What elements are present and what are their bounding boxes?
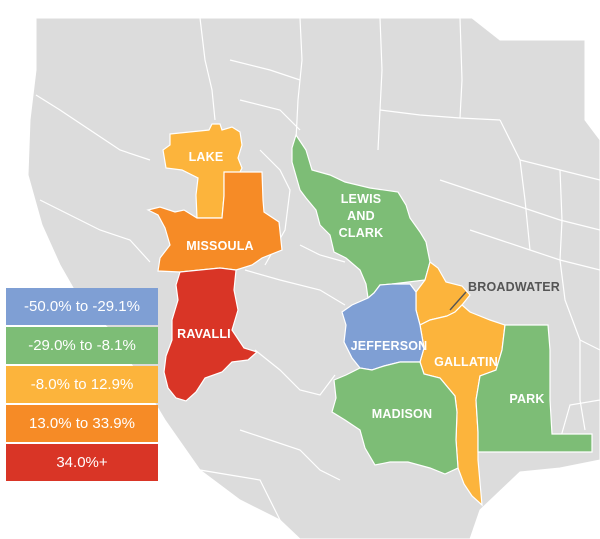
legend: -50.0% to -29.1% -29.0% to -8.1% -8.0% t… [6,288,158,483]
label-lake: LAKE [189,150,224,164]
label-jefferson: JEFFERSON [351,339,428,353]
label-missoula: MISSOULA [186,239,254,253]
label-clark: CLARK [339,226,384,240]
legend-item-4: 13.0% to 33.9% [6,405,158,442]
county-missoula [146,171,283,273]
legend-item-3: -8.0% to 12.9% [6,366,158,403]
legend-item-1: -50.0% to -29.1% [6,288,158,325]
label-lewis: LEWIS [341,192,382,206]
county-park [475,324,593,453]
label-madison: MADISON [372,407,432,421]
label-broadwater: BROADWATER [468,280,560,294]
label-park: PARK [509,392,544,406]
county-madison [331,361,459,475]
label-and: AND [347,209,375,223]
broadwater-callout-line [449,291,467,311]
grey-county-lines [35,17,600,521]
county-ravalli [163,267,259,402]
legend-item-5: 34.0%+ [6,444,158,481]
label-ravalli: RAVALLI [177,327,231,341]
label-gallatin: GALLATIN [434,355,498,369]
legend-item-2: -29.0% to -8.1% [6,327,158,364]
